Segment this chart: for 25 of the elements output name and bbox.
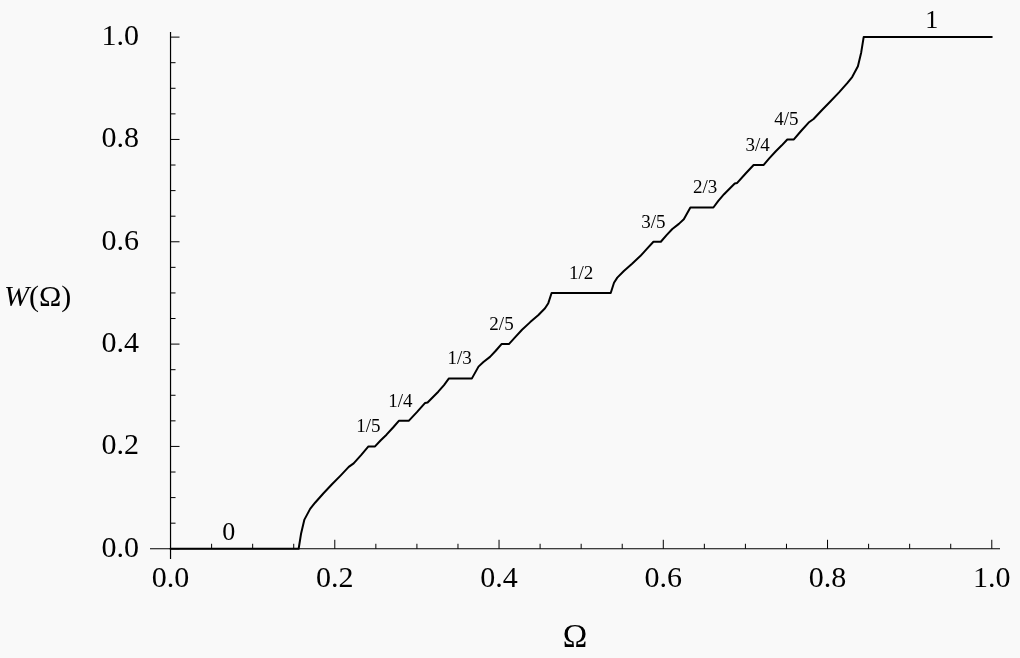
x-tick-label: 0.8 bbox=[808, 559, 847, 593]
annotation: 1 bbox=[925, 5, 939, 35]
annotation: 3/4 bbox=[745, 134, 771, 156]
annotation: 2/3 bbox=[693, 176, 718, 198]
annotation: 1/3 bbox=[447, 347, 472, 369]
y-tick-label: 1.0 bbox=[101, 17, 139, 51]
annotation: 3/5 bbox=[641, 210, 666, 232]
x-tick-label: 1.0 bbox=[973, 559, 1011, 593]
annotation: 1/4 bbox=[388, 389, 414, 411]
annotation: 1/2 bbox=[569, 261, 594, 283]
annotation: 1/5 bbox=[356, 415, 381, 437]
x-axis-title: Ω bbox=[562, 617, 588, 654]
x-tick-label: 0.4 bbox=[480, 559, 518, 593]
y-tick-label: 0.2 bbox=[101, 427, 139, 461]
annotation: 0 bbox=[222, 516, 236, 546]
x-tick-label: 0.2 bbox=[316, 559, 354, 593]
y-tick-label: 0.4 bbox=[101, 324, 139, 358]
annotation: 2/5 bbox=[489, 313, 514, 335]
annotation: 4/5 bbox=[774, 108, 799, 130]
x-tick-label: 0.6 bbox=[644, 559, 683, 593]
y-tick-label: 0.8 bbox=[101, 120, 139, 154]
x-tick-label: 0.0 bbox=[151, 559, 190, 593]
y-tick-label: 0.6 bbox=[101, 222, 139, 256]
y-axis-title: W(Ω) bbox=[4, 279, 72, 312]
y-tick-label: 0.0 bbox=[101, 529, 139, 563]
